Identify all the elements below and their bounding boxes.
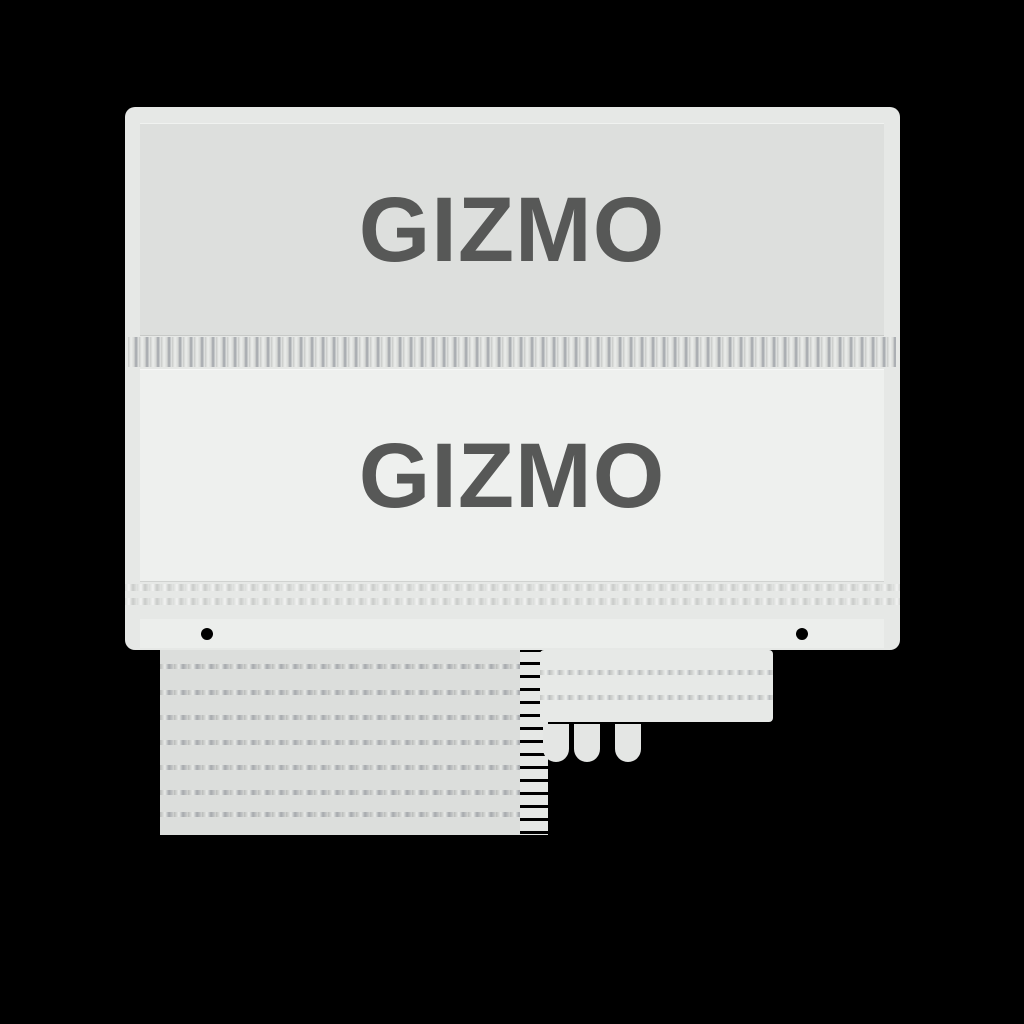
board-ridge (160, 812, 520, 817)
board-ridge (160, 690, 520, 695)
board-ridge (160, 790, 520, 795)
rail-lower (125, 598, 900, 605)
top-panel: GIZMO (140, 123, 884, 336)
connector-pin (615, 724, 641, 762)
mounting-hole-right (796, 628, 808, 640)
mounting-strip (140, 619, 884, 648)
mounting-hole-left (201, 628, 213, 640)
board-ridge (160, 664, 520, 669)
rail-upper (125, 584, 900, 591)
module-ridge (540, 670, 773, 675)
board-ridge (160, 715, 520, 720)
bottom-panel-label: GIZMO (358, 424, 666, 527)
top-panel-label: GIZMO (358, 178, 666, 281)
connector-pin (574, 724, 600, 762)
board-ridge (160, 740, 520, 745)
side-module (540, 650, 773, 722)
module-ridge (540, 695, 773, 700)
board-ridge (160, 765, 520, 770)
panel-gap (128, 337, 896, 367)
connector-pin (543, 724, 569, 762)
bottom-panel: GIZMO (140, 369, 884, 582)
